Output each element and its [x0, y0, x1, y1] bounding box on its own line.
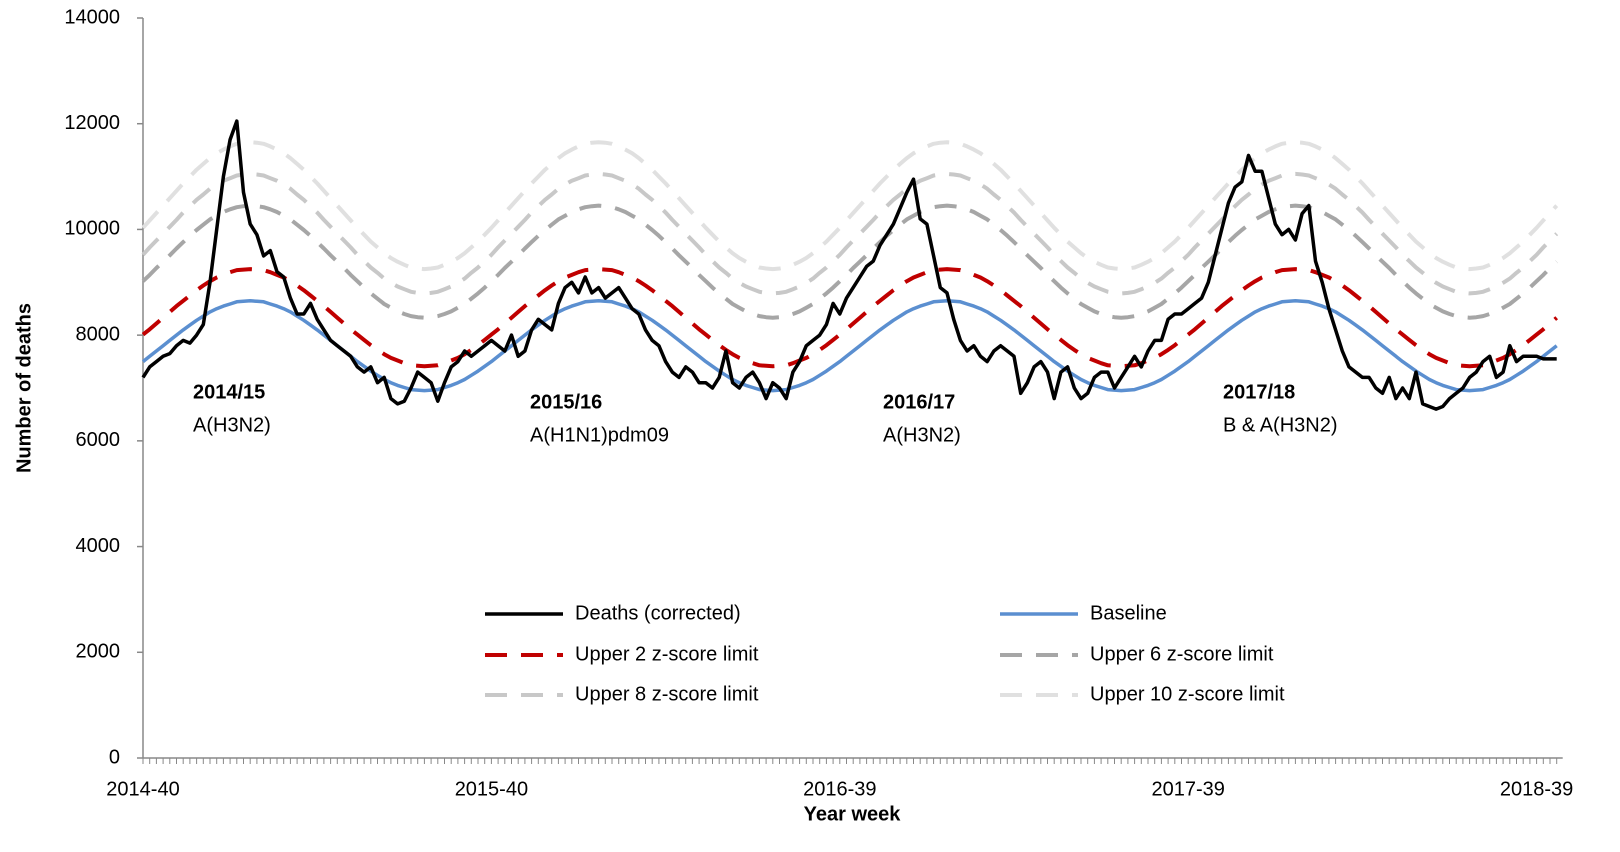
series-line — [141, 203, 1559, 320]
annotation-title: 2015/16 — [530, 391, 602, 413]
y-tick-label: 6000 — [76, 429, 121, 451]
annotation-title: 2017/18 — [1223, 381, 1295, 403]
legend-label: Upper 6 z-score limit — [1090, 643, 1274, 665]
legend-label: Baseline — [1090, 602, 1167, 624]
legend-label: Upper 10 z-score limit — [1090, 683, 1285, 705]
x-axis-label: Year week — [804, 803, 902, 825]
y-tick-label: 2000 — [76, 641, 121, 663]
y-tick-label: 8000 — [76, 323, 121, 345]
annotation-text: A(H1N1)pdm09 — [530, 424, 669, 446]
annotation-text: A(H3N2) — [883, 424, 961, 446]
y-tick-label: 4000 — [76, 535, 121, 557]
legend: Deaths (corrected) Baseline Upper 2 z-scor… — [485, 602, 1285, 705]
legend-label: Deaths (corrected) — [575, 602, 741, 624]
y-tick-label: 0 — [109, 746, 120, 768]
legend-label: Upper 2 z-score limit — [575, 643, 759, 665]
x-tick-label: 2018-39 — [1500, 778, 1573, 800]
y-tick-label: 14000 — [64, 6, 120, 28]
annotation-text: B & A(H3N2) — [1223, 414, 1337, 436]
y-tick-label: 10000 — [64, 218, 120, 240]
series-line — [141, 299, 1558, 393]
series-line — [141, 171, 1559, 296]
x-tick-label: 2016-39 — [803, 778, 876, 800]
y-tick-label: 12000 — [64, 112, 120, 134]
legend-label: Upper 8 z-score limit — [575, 683, 759, 705]
y-axis-label: Number of deaths — [13, 303, 35, 473]
annotation-text: A(H3N2) — [193, 414, 271, 436]
annotation-title: 2014/15 — [193, 381, 265, 403]
x-tick-label: 2014-40 — [106, 778, 179, 800]
series-line — [141, 140, 1559, 272]
series-line — [141, 119, 1557, 411]
x-tick-label: 2017-39 — [1151, 778, 1224, 800]
x-tick-label: 2015-40 — [455, 778, 528, 800]
annotation-title: 2016/17 — [883, 391, 955, 413]
